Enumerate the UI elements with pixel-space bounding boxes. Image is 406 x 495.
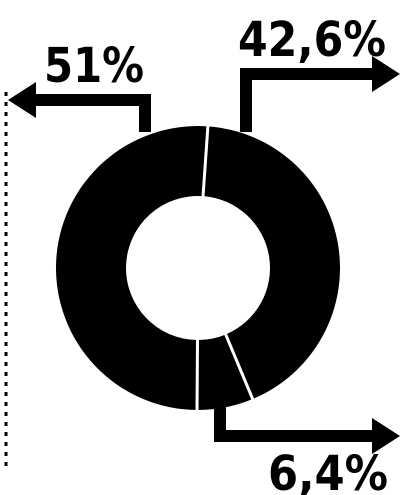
- arrowhead-42-6: [372, 56, 400, 92]
- leader-arrow-51: [30, 94, 151, 132]
- arrowhead-51: [8, 82, 36, 118]
- slice-separator-0: [201, 125, 210, 198]
- slice-separators: [195, 125, 255, 412]
- slice-separator-2: [195, 338, 200, 412]
- donut-slice-51-: [56, 126, 208, 410]
- donut-slices: [56, 126, 340, 410]
- slice-label-51: 51%: [44, 38, 144, 94]
- slice-label-42-6: 42,6%: [238, 12, 386, 68]
- donut-slice-6-4-: [197, 334, 253, 410]
- donut-slice-42-6-: [203, 126, 340, 400]
- slice-separator-1: [223, 332, 255, 401]
- arrowhead-6-4: [372, 418, 400, 454]
- leader-arrow-6-4: [214, 400, 376, 442]
- slice-label-6-4: 6,4%: [268, 446, 388, 495]
- leader-arrow-42-6: [240, 68, 376, 132]
